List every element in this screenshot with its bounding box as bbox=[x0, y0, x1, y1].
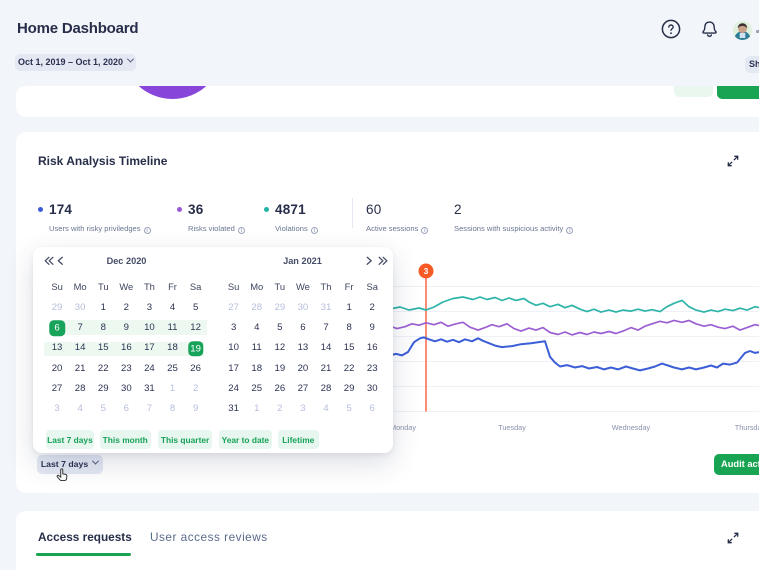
svg-text:Thursday: Thursday bbox=[735, 423, 759, 432]
svg-text:Monday: Monday bbox=[390, 423, 416, 432]
svg-text:3: 3 bbox=[424, 266, 429, 276]
svg-text:Wednesday: Wednesday bbox=[612, 423, 651, 432]
svg-text:Tuesday: Tuesday bbox=[498, 423, 526, 432]
